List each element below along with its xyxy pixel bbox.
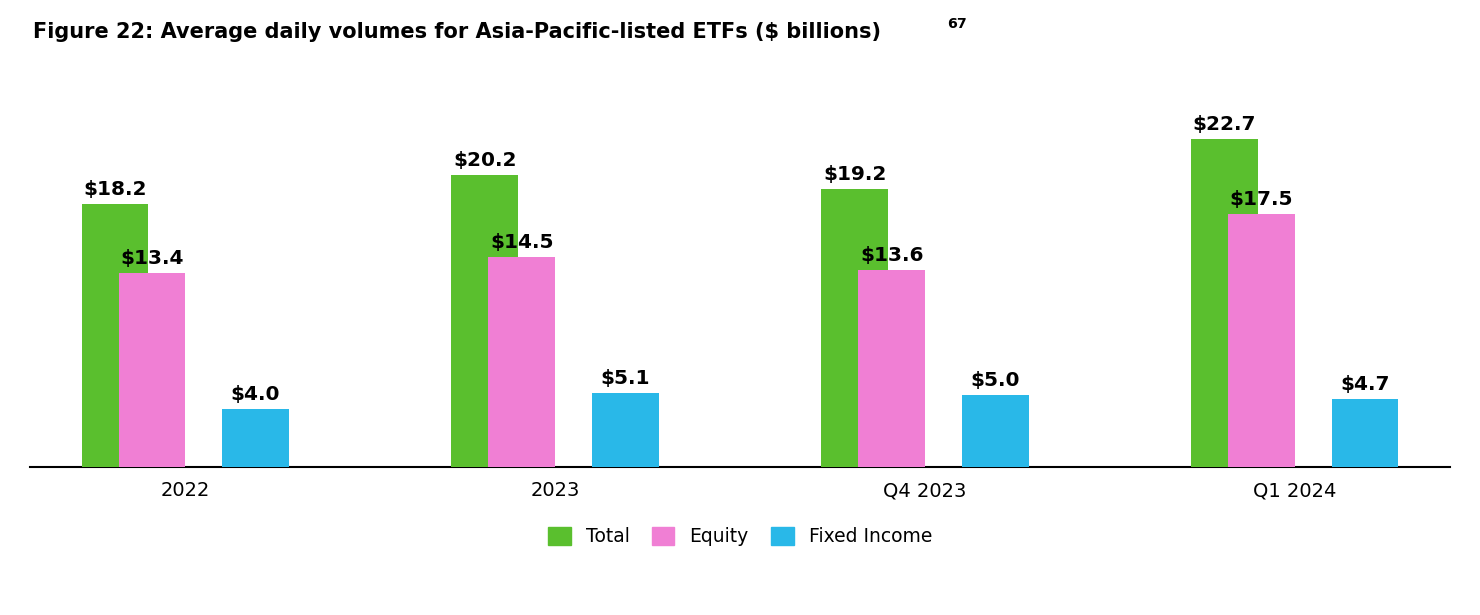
Text: $19.2: $19.2 xyxy=(823,165,887,184)
Text: $4.7: $4.7 xyxy=(1341,375,1390,394)
Bar xyxy=(858,271,925,467)
Bar xyxy=(451,175,518,467)
Text: $13.4: $13.4 xyxy=(120,249,184,268)
Text: $14.5: $14.5 xyxy=(490,233,554,252)
Text: $20.2: $20.2 xyxy=(453,151,517,170)
Bar xyxy=(222,410,289,467)
Bar xyxy=(821,189,888,467)
Legend: Total, Equity, Fixed Income: Total, Equity, Fixed Income xyxy=(540,520,940,554)
Text: Figure 22: Average daily volumes for Asia-Pacific-listed ETFs ($ billions): Figure 22: Average daily volumes for Asi… xyxy=(33,22,881,42)
Text: $22.7: $22.7 xyxy=(1193,114,1257,133)
Bar xyxy=(962,395,1029,467)
Bar xyxy=(81,204,148,467)
Bar xyxy=(488,258,555,467)
Text: $4.0: $4.0 xyxy=(231,386,280,404)
Bar xyxy=(1191,139,1258,467)
Text: 67: 67 xyxy=(947,17,966,31)
Text: $5.0: $5.0 xyxy=(971,371,1020,390)
Text: $5.1: $5.1 xyxy=(601,370,650,389)
Bar xyxy=(1228,214,1295,467)
Text: $13.6: $13.6 xyxy=(860,247,924,265)
Text: $17.5: $17.5 xyxy=(1230,190,1294,209)
Bar xyxy=(592,394,659,467)
Bar xyxy=(1332,399,1399,467)
Text: $18.2: $18.2 xyxy=(83,180,147,199)
Bar xyxy=(118,273,185,467)
